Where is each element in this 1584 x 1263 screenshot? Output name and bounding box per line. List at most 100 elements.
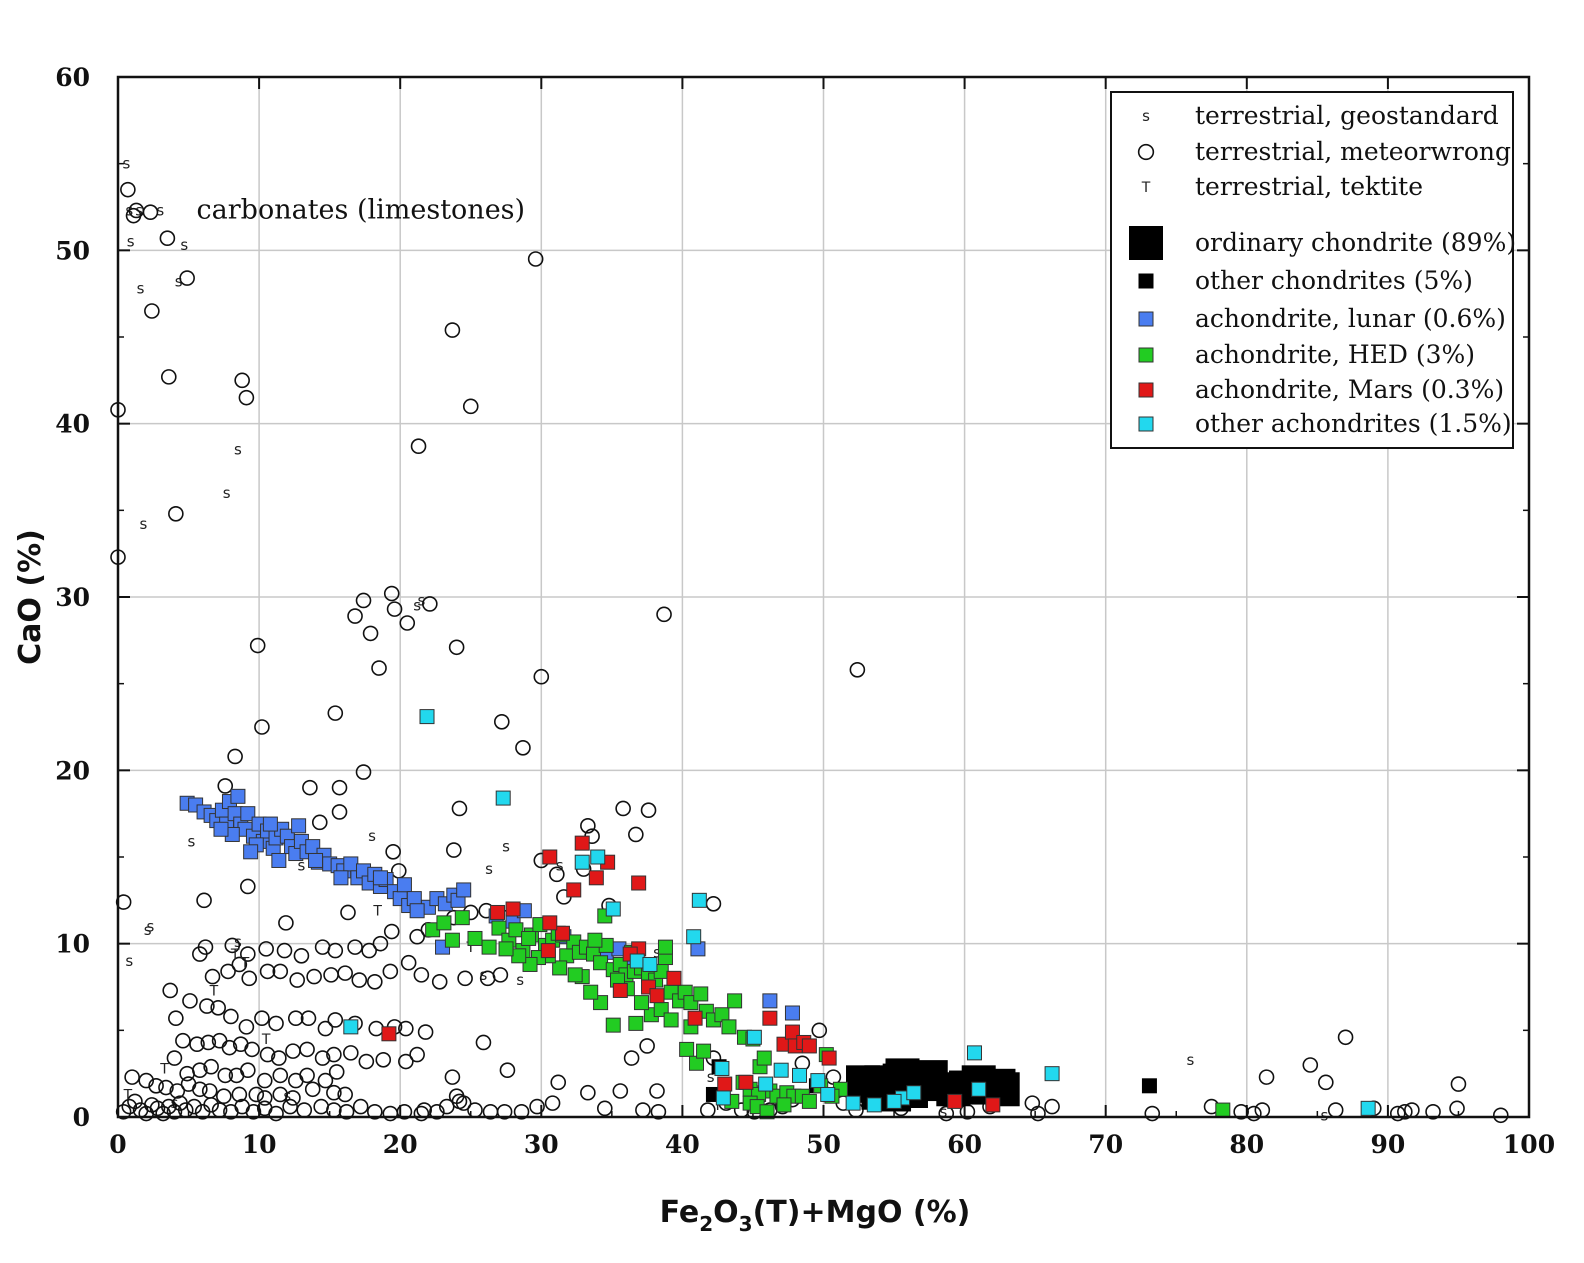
x-tick-label: 50 bbox=[806, 1130, 841, 1159]
data-point bbox=[224, 937, 241, 954]
legend-label: ordinary chondrite (89%) bbox=[1195, 228, 1516, 257]
data-point bbox=[686, 929, 702, 945]
data-point bbox=[231, 956, 248, 973]
data-point bbox=[223, 1008, 239, 1025]
data-point bbox=[192, 1062, 208, 1078]
x-axis-label-part-fe: Fe bbox=[660, 1195, 700, 1230]
data-point bbox=[593, 955, 609, 971]
data-point bbox=[985, 1097, 1001, 1113]
data-point bbox=[596, 1100, 613, 1117]
y-tick-label: 50 bbox=[55, 236, 90, 265]
data-point bbox=[115, 1104, 132, 1120]
data-point bbox=[714, 1060, 730, 1076]
data-point bbox=[580, 1084, 596, 1101]
data-point bbox=[361, 942, 377, 959]
data-point: s bbox=[502, 838, 510, 856]
data-point bbox=[160, 1098, 177, 1115]
data-point: T bbox=[712, 1098, 722, 1114]
data-point bbox=[372, 935, 389, 952]
x-tick-label: 10 bbox=[242, 1130, 277, 1159]
data-point bbox=[240, 878, 256, 895]
data-point bbox=[291, 818, 307, 834]
data-point bbox=[210, 999, 226, 1016]
data-point bbox=[314, 1050, 331, 1066]
data-point bbox=[327, 705, 344, 721]
data-point bbox=[762, 1010, 778, 1026]
x-tick-label: 30 bbox=[524, 1130, 559, 1159]
data-point bbox=[256, 1090, 273, 1106]
data-point bbox=[590, 849, 606, 865]
data-point: s bbox=[413, 597, 421, 615]
x-tick-label: 0 bbox=[109, 1130, 126, 1159]
data-point bbox=[200, 1034, 217, 1051]
data-point bbox=[1449, 1100, 1465, 1117]
data-point bbox=[1246, 1105, 1262, 1122]
y-tick-label: 20 bbox=[55, 756, 90, 785]
data-point bbox=[776, 1097, 792, 1113]
data-point bbox=[454, 910, 470, 926]
data-point bbox=[642, 956, 658, 972]
data-point bbox=[398, 1053, 414, 1070]
data-point bbox=[203, 1058, 219, 1075]
data-point bbox=[663, 1012, 679, 1028]
data-point bbox=[162, 982, 179, 999]
data-point bbox=[259, 1046, 276, 1063]
data-point bbox=[1360, 1100, 1376, 1116]
data-point bbox=[1318, 1074, 1334, 1091]
data-point bbox=[289, 972, 305, 988]
data-point bbox=[331, 804, 348, 820]
data-point bbox=[849, 661, 866, 678]
data-points: sssssssssssssssssssssssssssssssssssssTTT… bbox=[110, 155, 1509, 1124]
legend-marker bbox=[1138, 416, 1154, 432]
data-point bbox=[455, 1095, 472, 1111]
data-point bbox=[746, 1029, 762, 1045]
data-point bbox=[358, 1053, 375, 1070]
data-point bbox=[168, 1010, 184, 1027]
data-point: T bbox=[261, 1032, 271, 1048]
data-point bbox=[612, 982, 628, 998]
data-point: T bbox=[159, 1061, 169, 1077]
data-point bbox=[422, 596, 438, 612]
data-point bbox=[866, 1097, 882, 1113]
data-point bbox=[1144, 1105, 1161, 1122]
data-point bbox=[245, 1104, 262, 1120]
y-tick-label: 60 bbox=[55, 63, 90, 92]
x-axis-label: Fe2O3(T)+MgO (%) bbox=[660, 1195, 971, 1236]
data-point bbox=[515, 739, 531, 756]
legend-label: achondrite, HED (3%) bbox=[1195, 340, 1475, 369]
data-point bbox=[271, 1050, 287, 1066]
y-tick-label: 30 bbox=[55, 583, 90, 612]
data-point bbox=[355, 764, 372, 780]
plot-frame bbox=[116, 75, 1531, 1119]
data-point bbox=[326, 1084, 342, 1101]
data-point: s bbox=[707, 1068, 715, 1086]
data-point bbox=[217, 778, 234, 794]
data-point bbox=[631, 875, 647, 891]
data-point bbox=[886, 1093, 902, 1109]
data-point bbox=[628, 826, 644, 843]
data-point bbox=[640, 802, 657, 819]
legend-label: achondrite, Mars (0.3%) bbox=[1195, 375, 1504, 404]
data-point bbox=[375, 1052, 392, 1068]
data-point bbox=[386, 601, 403, 617]
data-point bbox=[650, 1104, 667, 1120]
data-point: s bbox=[1186, 1051, 1194, 1069]
data-point bbox=[1030, 1105, 1046, 1122]
data-point bbox=[666, 970, 682, 986]
data-point bbox=[759, 1104, 775, 1120]
data-point bbox=[138, 1072, 155, 1089]
data-point bbox=[820, 1086, 836, 1102]
data-point bbox=[343, 1045, 359, 1061]
data-point bbox=[317, 1020, 334, 1037]
data-point bbox=[268, 1015, 284, 1032]
data-point bbox=[446, 842, 462, 858]
data-point bbox=[175, 1032, 191, 1049]
data-point bbox=[217, 1067, 234, 1084]
data-point bbox=[605, 1017, 621, 1033]
data-point bbox=[499, 1062, 516, 1078]
data-point bbox=[758, 1076, 774, 1092]
data-point bbox=[612, 1083, 629, 1099]
data-point bbox=[521, 930, 537, 946]
data-point bbox=[179, 270, 195, 286]
data-point bbox=[966, 1045, 982, 1061]
